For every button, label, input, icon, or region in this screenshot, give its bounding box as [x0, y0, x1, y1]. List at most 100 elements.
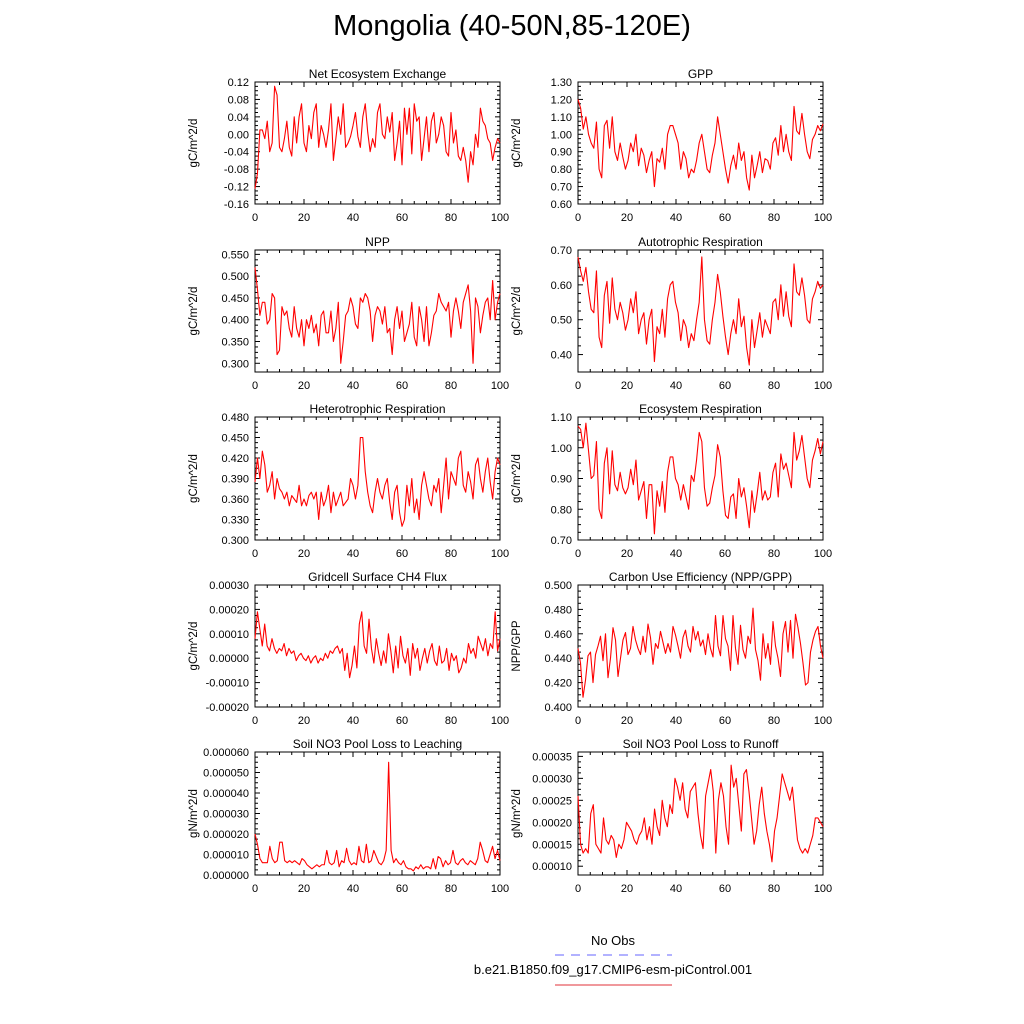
- y-tick-label: 0.390: [221, 474, 249, 486]
- x-tick-label: 100: [491, 883, 509, 895]
- x-tick-label: 20: [298, 715, 310, 727]
- panel-9: Soil NO3 Pool Loss to Leaching 0 20 40 60 80 1…: [188, 737, 509, 895]
- panel-title: NPP: [365, 235, 390, 249]
- y-tick-label: 0.90: [551, 474, 572, 486]
- panel-4: Autotrophic Respiration 0 20 40 60 80 100 0.40 0…: [511, 235, 832, 392]
- x-tick-label: 0: [252, 548, 258, 560]
- plot-frame: [254, 81, 501, 205]
- y-tick-label: 0.00000: [209, 653, 249, 665]
- x-tick-label: 20: [298, 883, 310, 895]
- x-tick-label: 60: [719, 212, 731, 224]
- series-line: [577, 256, 824, 366]
- y-tick-label: 0.00015: [532, 839, 572, 851]
- series-line: [577, 422, 824, 535]
- panel-2: GPP 0 20 40 60 80 100 0.60 0.70 0.80 0.90 1.00 1.10 1…: [511, 67, 832, 224]
- y-tick-label: 0.00035: [532, 751, 572, 763]
- y-tick-label: 1.00: [551, 129, 572, 141]
- x-tick-label: 0: [575, 715, 581, 727]
- y-axis-label: gC/m^2/d: [188, 622, 200, 671]
- panel-title: Net Ecosystem Exchange: [309, 67, 447, 81]
- series-line: [577, 764, 824, 863]
- x-tick-label: 0: [575, 883, 581, 895]
- x-tick-label: 0: [252, 380, 258, 392]
- series-line: [254, 611, 501, 679]
- y-tick-label: 0.300: [221, 358, 249, 370]
- x-tick-label: 80: [768, 883, 780, 895]
- y-tick-label: 1.10: [551, 412, 572, 424]
- series-line: [254, 267, 501, 364]
- x-tick-label: 80: [768, 380, 780, 392]
- y-tick-label: 0.00: [228, 129, 249, 141]
- y-tick-label: 0.00010: [532, 861, 572, 873]
- y-tick-label: 0.420: [221, 453, 249, 465]
- y-tick-label: 0.000030: [203, 809, 249, 821]
- x-tick-label: 40: [670, 715, 682, 727]
- x-tick-label: 60: [396, 715, 408, 727]
- y-tick-label: -0.12: [224, 182, 249, 194]
- y-tick-label: 0.000020: [203, 829, 249, 841]
- y-tick-label: 0.00030: [209, 580, 249, 592]
- panel-5: Heterotrophic Respiration 0 20 40 60 80 100 0.3…: [188, 402, 509, 560]
- y-tick-label: -0.16: [224, 199, 249, 211]
- x-tick-label: 40: [670, 883, 682, 895]
- y-tick-label: 0.50: [551, 315, 572, 327]
- x-tick-label: 0: [575, 548, 581, 560]
- y-tick-label: 0.000060: [203, 747, 249, 759]
- y-tick-label: 0.440: [544, 653, 572, 665]
- y-tick-label: -0.04: [224, 147, 249, 159]
- y-tick-label: 0.400: [544, 702, 572, 714]
- panel-title: Soil NO3 Pool Loss to Leaching: [293, 737, 462, 751]
- y-axis-label: gC/m^2/d: [511, 454, 523, 503]
- x-tick-label: 100: [814, 883, 832, 895]
- y-tick-label: 0.400: [221, 315, 249, 327]
- y-axis-label: gC/m^2/d: [511, 119, 523, 168]
- x-tick-label: 100: [814, 380, 832, 392]
- x-tick-label: 20: [621, 548, 633, 560]
- x-tick-label: 80: [768, 212, 780, 224]
- y-tick-label: 0.460: [544, 629, 572, 641]
- x-tick-label: 100: [491, 715, 509, 727]
- page-title: Mongolia (40-50N,85-120E): [333, 10, 691, 42]
- y-tick-label: 0.450: [221, 293, 249, 305]
- series-line: [254, 85, 501, 189]
- y-tick-label: 0.04: [228, 112, 249, 124]
- y-tick-label: 0.300: [221, 535, 249, 547]
- x-tick-label: 80: [768, 715, 780, 727]
- y-tick-label: 0.00030: [532, 773, 572, 785]
- y-tick-label: 0.360: [221, 494, 249, 506]
- x-tick-label: 40: [670, 548, 682, 560]
- y-tick-label: 0.00020: [532, 817, 572, 829]
- y-axis-label: gC/m^2/d: [511, 287, 523, 336]
- x-tick-label: 60: [396, 548, 408, 560]
- y-tick-label: 0.00025: [532, 795, 572, 807]
- y-tick-label: 0.000010: [203, 850, 249, 862]
- x-tick-label: 60: [719, 715, 731, 727]
- y-tick-label: 1.10: [551, 112, 572, 124]
- y-tick-label: 0.90: [551, 147, 572, 159]
- plot-frame: [254, 249, 501, 373]
- x-tick-label: 60: [719, 883, 731, 895]
- y-tick-label: 0.480: [544, 604, 572, 616]
- x-tick-label: 0: [252, 212, 258, 224]
- y-tick-label: 1.30: [551, 77, 572, 89]
- y-tick-label: 0.000000: [203, 870, 249, 882]
- y-tick-label: 0.330: [221, 515, 249, 527]
- x-tick-label: 40: [347, 212, 359, 224]
- series-line: [254, 761, 501, 872]
- panel-10: Soil NO3 Pool Loss to Runoff 0 20 40 60 80 100…: [511, 737, 832, 895]
- panel-title: GPP: [688, 67, 713, 81]
- x-tick-label: 100: [814, 212, 832, 224]
- y-axis-label: gC/m^2/d: [188, 119, 200, 168]
- x-tick-label: 100: [491, 212, 509, 224]
- y-tick-label: 0.00020: [209, 604, 249, 616]
- x-tick-label: 80: [445, 380, 457, 392]
- y-tick-label: 0.000050: [203, 768, 249, 780]
- y-tick-label: 0.480: [221, 412, 249, 424]
- x-tick-label: 20: [621, 212, 633, 224]
- y-tick-label: -0.00010: [206, 678, 249, 690]
- y-tick-label: 0.70: [551, 245, 572, 257]
- y-axis-label: NPP/GPP: [511, 620, 523, 671]
- x-tick-label: 20: [298, 380, 310, 392]
- x-tick-label: 80: [445, 212, 457, 224]
